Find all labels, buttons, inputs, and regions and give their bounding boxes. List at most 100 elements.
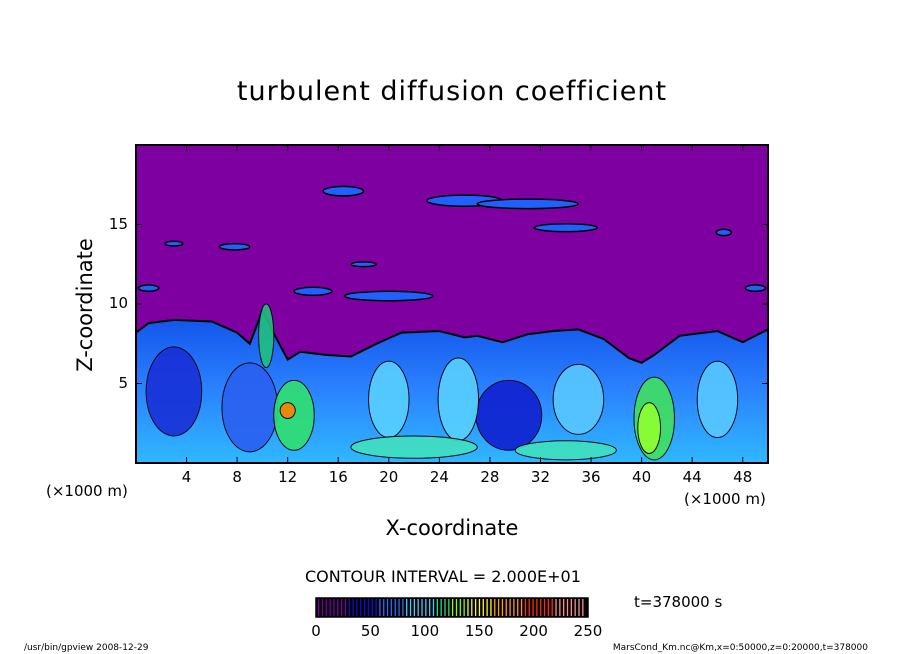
colorbar-stripe [578, 599, 580, 616]
colorbar-stripe [444, 599, 446, 616]
colorbar-stripe [352, 599, 354, 616]
colorbar-stripe [505, 599, 507, 616]
colorbar-stripe [467, 599, 469, 616]
colorbar-stripe [432, 599, 435, 616]
colorbar-stripe [509, 599, 511, 616]
colorbar-stripe [402, 599, 404, 616]
colorbar-stripe [513, 599, 515, 616]
x-tick-label: 4 [181, 468, 192, 486]
colorbar-stripe [490, 599, 492, 616]
colorbar-stripe [482, 599, 484, 616]
x-tick-label: 48 [733, 468, 753, 486]
colorbar-stripe [494, 599, 496, 616]
wisp-2 [476, 198, 580, 210]
colorbar-stripe [386, 599, 389, 616]
colorbar-stripe [474, 599, 477, 616]
x-tick-label: 8 [232, 468, 242, 486]
colorbar-stripe [429, 599, 431, 616]
x-tick-label: 44 [682, 468, 702, 486]
contour-interval-label: CONTOUR INTERVAL = 2.000E+01 [305, 567, 581, 586]
x-unit-label: (×1000 m) [684, 490, 766, 508]
colorbar-stripe [337, 599, 339, 616]
colorbar-stripe [517, 599, 519, 616]
footer-right: MarsCond_Km.nc@Km,x=0:50000,z=0:20000,t=… [612, 643, 868, 653]
eddy-1 [475, 379, 543, 451]
time-label: t=378000 s [634, 593, 723, 611]
eddy-5 [552, 363, 605, 435]
chart-title: turbulent diffusion coefficient [236, 76, 668, 107]
footer-left: /usr/bin/gpview 2008-12-29 [24, 643, 149, 653]
colorbar-tick-label: 50 [360, 622, 380, 640]
colorbar-stripe [371, 599, 373, 616]
colorbar-stripe [536, 599, 538, 616]
colorbar-stripe [543, 599, 546, 616]
x-axis-label: X-coordinate [385, 516, 519, 540]
wisp-9 [164, 240, 184, 247]
eddy-4 [437, 357, 480, 442]
eddy-10 [637, 402, 662, 454]
colorbar-stripe [360, 599, 362, 616]
colorbar-stripe [390, 599, 393, 616]
wisp-11 [350, 261, 377, 268]
colorbar-stripe [570, 599, 572, 616]
colorbar-stripe [478, 599, 481, 616]
wisp-10 [715, 228, 733, 237]
wisp-3 [533, 222, 599, 233]
y-tick-label: 5 [118, 373, 128, 392]
x-tick-label: 20 [379, 468, 399, 486]
wisp-7 [293, 286, 333, 297]
colorbar-stripe [551, 599, 553, 616]
wisp-5 [343, 290, 434, 302]
wisp-8 [744, 284, 767, 293]
wisp-6 [137, 284, 160, 293]
colorbar-stripe [520, 599, 523, 616]
eddy-13 [258, 303, 275, 369]
eddy-0 [145, 346, 203, 437]
colorbar-stripe [413, 599, 416, 616]
colorbar-stripe [440, 599, 442, 616]
colorbar-frame [315, 597, 589, 618]
wisp-0 [322, 185, 365, 197]
colorbar-stripe [333, 599, 335, 616]
z-unit-label: (×1000 m) [46, 482, 128, 500]
colorbar-stripe [406, 599, 408, 616]
x-tick-label: 36 [581, 468, 601, 486]
colorbar-stripe [559, 599, 561, 616]
colorbar-tick-label: 0 [311, 622, 321, 640]
colorbar-stripe [497, 599, 500, 616]
field-layer [136, 185, 768, 463]
colorbar-stripe [528, 599, 530, 616]
colorbar-stripe [409, 599, 412, 616]
colorbar-stripe [582, 599, 584, 616]
colorbar-stripe [421, 599, 423, 616]
colorbar-stripe [329, 599, 331, 616]
colorbar-stripe [563, 599, 565, 616]
colorbar-stripe [356, 599, 358, 616]
colorbar-tick-label: 250 [573, 622, 603, 640]
y-tick-label: 10 [108, 294, 128, 312]
y-tick-label: 15 [108, 214, 128, 233]
x-tick-label: 32 [530, 468, 551, 486]
colorbar-stripe [348, 599, 350, 616]
colorbar-stripe [325, 599, 327, 616]
colorbar-tick-label: 150 [464, 622, 494, 640]
colorbar-stripe [367, 599, 370, 616]
colorbar-stripe [574, 599, 576, 616]
colorbar-stripe [566, 599, 569, 616]
colorbar-stripe [363, 599, 366, 616]
colorbar-stripe [340, 599, 343, 616]
colorbar-stripe [524, 599, 527, 616]
eddy-3 [368, 360, 410, 439]
colorbar-stripe [417, 599, 419, 616]
colorbar-stripe [455, 599, 458, 616]
eddy-11 [350, 435, 478, 459]
colorbar-stripe [375, 599, 377, 616]
colorbar-stripe [452, 599, 454, 616]
colorbar-stripe [555, 599, 557, 616]
colorbar-stripe [394, 599, 396, 616]
eddy-2 [221, 362, 279, 453]
colorbar-tick-label: 200 [519, 622, 548, 640]
eddy-6 [696, 360, 739, 439]
colorbar-stripe [344, 599, 347, 616]
colorbar-stripe [398, 599, 400, 616]
